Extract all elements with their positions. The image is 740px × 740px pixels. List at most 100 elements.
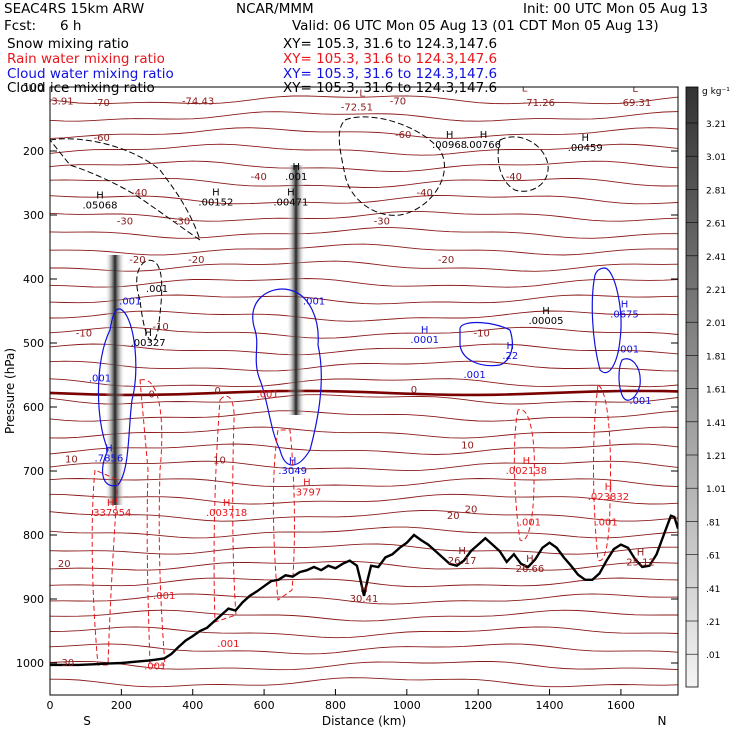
extremum-marker: H	[212, 187, 220, 198]
isotherm-label: -30	[117, 217, 133, 228]
isotherm-line	[50, 493, 678, 505]
extremum-marker: H	[605, 482, 613, 493]
cloud-ice-contour-north	[50, 138, 201, 242]
field-xy-cloud-water: XY= 105.3, 31.6 to 124.3,147.6	[283, 66, 498, 82]
isotherm-line	[50, 626, 678, 639]
isotherm-line	[50, 677, 678, 688]
isotherm-label: -69.31	[619, 98, 651, 109]
isotherm-line	[50, 343, 678, 356]
contour-value-label: .001	[217, 639, 239, 650]
extremum-value: .3797	[293, 487, 322, 498]
rain-contour-east-1	[513, 409, 535, 542]
field-name-snow: Snow mixing ratio	[7, 36, 129, 52]
header-model: SEAC4RS 15km ARW	[4, 1, 145, 17]
colorbar-label: .61	[706, 552, 720, 562]
isotherm-label: 20	[58, 559, 71, 570]
isotherm-line	[50, 394, 678, 405]
header-center: NCAR/MMM	[236, 1, 314, 17]
extremum-marker: H	[507, 341, 515, 352]
extremum-value: 26.66	[516, 564, 545, 575]
y-tick-label: 800	[23, 529, 44, 542]
colorbar-label: 2.01	[706, 319, 726, 329]
extremum-marker: H	[292, 162, 300, 173]
x-tick-label: 600	[254, 699, 275, 712]
extremum-value: .22	[502, 351, 518, 362]
x-tick-label: 1000	[393, 699, 421, 712]
isotherm-label: -40	[131, 188, 147, 199]
terrain-line	[50, 514, 678, 667]
extremum-value: .00327	[131, 338, 166, 349]
x-axis-south-label: S	[83, 714, 91, 728]
contour-value-label: .001	[617, 345, 639, 356]
colorbar-label: 1.41	[706, 419, 726, 429]
plot-frame	[49, 86, 679, 696]
extremum-value: .023832	[588, 492, 629, 503]
extremum-marker: H	[105, 443, 113, 454]
header-fcst-value: 6 h	[60, 18, 82, 34]
x-tick-label: 1200	[464, 699, 492, 712]
extremum-marker: H	[480, 130, 488, 141]
isotherm-label: -74.43	[182, 96, 214, 107]
isotherm-line	[50, 294, 678, 305]
field-name-cloud-ice: Cloud ice mixing ratio	[7, 80, 155, 96]
isotherm-label: -70	[94, 98, 110, 109]
rain-contour-east-2	[593, 384, 611, 562]
extremum-marker: H	[144, 328, 152, 339]
extremum-value: .00968	[432, 140, 467, 151]
contour-value-label: .001	[257, 389, 279, 400]
colorbar-label: .81	[706, 518, 720, 528]
isotherm-line	[50, 593, 678, 605]
low-marker: L	[522, 83, 528, 94]
field-xy-cloud-ice: XY= 105.3, 31.6 to 124.3,147.6	[283, 80, 498, 96]
x-tick-label: 200	[111, 699, 132, 712]
isotherm-line	[50, 326, 678, 339]
isotherm-label: -10	[474, 329, 490, 340]
isotherm-label: -60	[94, 133, 110, 144]
extremum-value: .05068	[82, 201, 117, 212]
isotherm-label: -72.51	[341, 103, 373, 114]
colorbar: g kg⁻¹ 3.21 3.01 2.81 2.61 2.41 2.21 2.01 1.81 1…	[685, 86, 730, 688]
rain-contour-central	[272, 429, 295, 601]
isotherm-label: 10	[213, 455, 226, 466]
isotherm-line	[50, 177, 678, 188]
extremum-value: .337954	[90, 508, 131, 519]
isotherm-label: -71.26	[523, 98, 555, 109]
low-marker: L	[632, 84, 638, 95]
extremum-value: 30.41	[350, 594, 379, 605]
isotherm-label: -10	[76, 329, 92, 340]
y-tick-label: 500	[23, 337, 44, 350]
cloud-water-contour-central	[252, 288, 322, 466]
colorbar-unit: g kg⁻¹	[702, 87, 730, 97]
x-tick-label: 400	[182, 699, 203, 712]
extremum-marker: H	[621, 299, 629, 310]
isotherm-line	[50, 526, 678, 539]
isotherm-label: 10	[65, 455, 78, 466]
isotherm-line	[50, 577, 678, 588]
isotherm-line	[50, 227, 678, 239]
isotherm-line	[50, 360, 678, 372]
isotherm-line	[50, 510, 678, 522]
isotherm-label: -30	[174, 217, 190, 228]
terrain-layer	[50, 514, 678, 667]
isotherm-line	[50, 410, 678, 422]
extremum-marker: H	[287, 187, 295, 198]
isotherm-line	[50, 278, 678, 288]
extremum-value: .00152	[198, 197, 233, 208]
isotherm-line	[50, 260, 678, 272]
extremum-value: .00471	[273, 197, 308, 208]
colorbar-label: 1.61	[706, 386, 726, 396]
extremum-marker: H	[107, 498, 115, 509]
y-tick-label: 300	[23, 209, 44, 222]
colorbar-label: 1.81	[706, 352, 726, 362]
y-top-tick-label: 100	[23, 81, 44, 94]
isotherm-line	[50, 560, 678, 571]
field-xy-snow: XY= 105.3, 31.6 to 124.3,147.6	[283, 36, 498, 52]
colorbar-label: 2.81	[706, 186, 726, 196]
colorbar-label: .21	[706, 618, 720, 628]
isotherm-line	[50, 127, 678, 139]
colorbar-ramp	[685, 86, 699, 688]
isotherm-label: 10	[461, 441, 474, 452]
contour-value-label: .001	[119, 297, 141, 308]
extremum-marker: H	[223, 498, 231, 509]
isotherm-label: -10	[152, 322, 168, 333]
